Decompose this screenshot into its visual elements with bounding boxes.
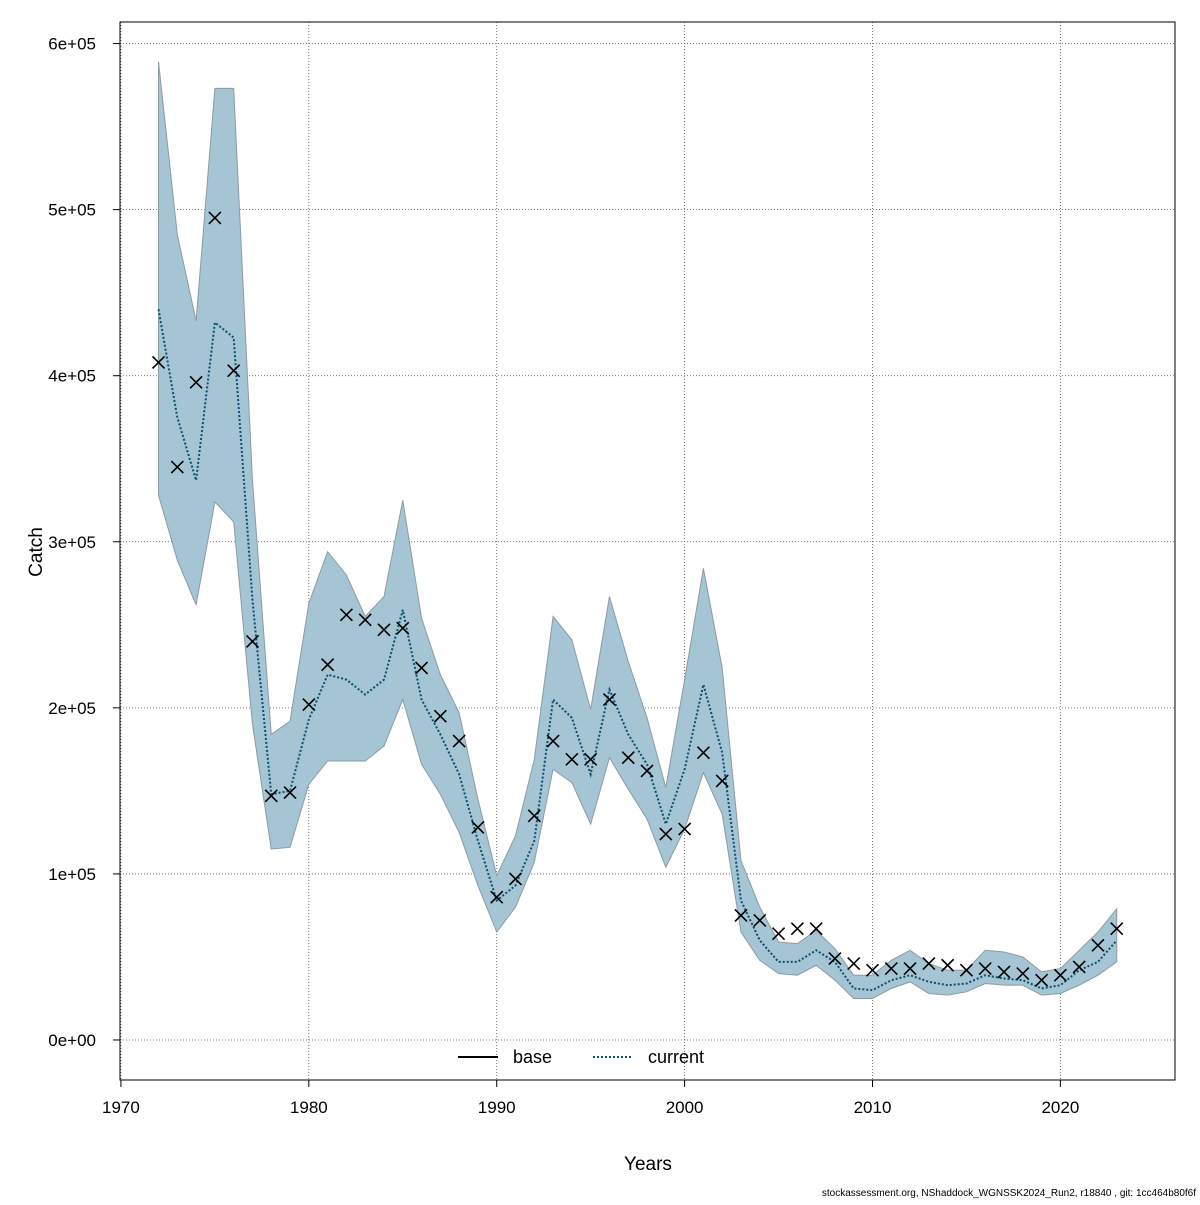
legend-label: base bbox=[513, 1047, 552, 1067]
observation-marker bbox=[490, 890, 504, 904]
observation-marker bbox=[884, 962, 898, 976]
observation-marker bbox=[1016, 966, 1030, 981]
observation-marker bbox=[527, 809, 541, 823]
observation-marker bbox=[1072, 960, 1086, 974]
observation-marker bbox=[602, 692, 617, 707]
x-tick-label: 1990 bbox=[478, 1098, 516, 1117]
observation-marker bbox=[546, 734, 560, 748]
x-tick-label: 2000 bbox=[666, 1098, 704, 1117]
observation-marker bbox=[715, 774, 729, 788]
observation-marker bbox=[734, 908, 748, 922]
observation-marker bbox=[941, 958, 955, 972]
observation-marker bbox=[828, 952, 842, 966]
observation-marker bbox=[978, 962, 992, 976]
observation-marker bbox=[584, 752, 598, 766]
observation-marker bbox=[847, 957, 861, 971]
observation-marker bbox=[321, 658, 335, 672]
observation-marker bbox=[339, 608, 353, 622]
y-tick-label: 5e+05 bbox=[48, 201, 96, 220]
y-tick-label: 2e+05 bbox=[48, 699, 96, 718]
observation-marker bbox=[151, 355, 166, 369]
observation-marker bbox=[922, 957, 936, 971]
observation-marker bbox=[245, 634, 260, 648]
y-axis-label: Catch bbox=[26, 527, 47, 577]
x-tick-label: 2020 bbox=[1041, 1098, 1079, 1117]
observation-marker bbox=[997, 965, 1011, 979]
observation-marker bbox=[208, 211, 222, 225]
confidence-band bbox=[158, 61, 1118, 999]
x-tick-label: 1980 bbox=[290, 1098, 328, 1117]
observation-marker bbox=[358, 613, 372, 627]
observation-marker bbox=[565, 752, 579, 766]
observation-marker bbox=[659, 827, 673, 841]
x-tick-label: 2010 bbox=[854, 1098, 892, 1117]
observation-marker bbox=[959, 963, 974, 977]
y-tick-label: 6e+05 bbox=[48, 35, 96, 54]
observation-marker bbox=[621, 751, 635, 765]
observation-marker bbox=[1053, 968, 1067, 982]
observation-marker bbox=[433, 709, 447, 723]
observation-marker bbox=[170, 460, 184, 474]
observation-marker bbox=[678, 822, 692, 836]
footer: stockassessment.org, NShaddock_WGNSSK202… bbox=[822, 1188, 1196, 1199]
observation-marker bbox=[903, 962, 917, 976]
series-line bbox=[157, 309, 1118, 992]
x-tick-label: 1970 bbox=[102, 1098, 140, 1117]
observation-marker bbox=[640, 764, 654, 778]
observation-marker bbox=[227, 364, 241, 378]
y-tick-label: 1e+05 bbox=[48, 865, 96, 884]
observation-marker bbox=[696, 746, 710, 760]
legend-label: current bbox=[648, 1047, 704, 1067]
observation-marker bbox=[189, 375, 203, 389]
observation-marker bbox=[264, 789, 278, 803]
observation-marker bbox=[377, 623, 391, 637]
observation-marker bbox=[396, 621, 410, 635]
x-axis-label: Years bbox=[624, 1154, 672, 1175]
observation-marker bbox=[302, 697, 316, 712]
observation-marker bbox=[1110, 922, 1124, 936]
y-tick-label: 0e+00 bbox=[48, 1031, 96, 1050]
y-tick-label: 3e+05 bbox=[48, 533, 96, 552]
observation-marker bbox=[1091, 938, 1105, 952]
observation-marker bbox=[1035, 973, 1049, 987]
y-tick-label: 4e+05 bbox=[48, 367, 96, 386]
observation-marker bbox=[865, 963, 880, 977]
observation-marker bbox=[452, 734, 466, 748]
observation-marker bbox=[809, 922, 823, 936]
observation-marker bbox=[283, 785, 297, 800]
observation-marker bbox=[508, 872, 523, 886]
observation-marker bbox=[790, 922, 804, 936]
observation-marker bbox=[753, 913, 767, 927]
observation-marker bbox=[471, 820, 485, 834]
observation-marker bbox=[771, 927, 786, 941]
observation-marker bbox=[414, 661, 429, 675]
